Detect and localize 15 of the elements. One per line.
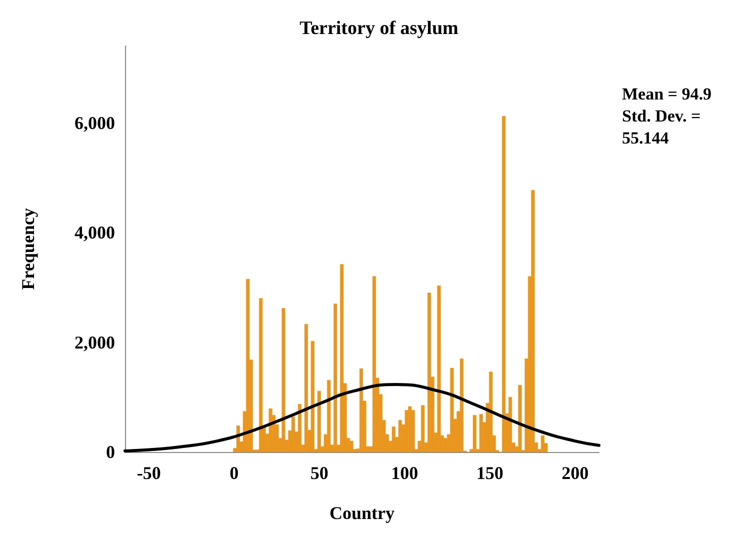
x-tick-label: -50 [136,463,161,483]
y-tick-label: 2,000 [74,332,115,352]
x-tick-label: 50 [310,463,328,483]
x-tick-label: 200 [562,463,589,483]
x-tick-label: 0 [230,463,239,483]
x-axis-title: Country [329,503,395,523]
text: Mean = 94.9 [622,84,712,104]
x-tick-label: 100 [391,463,418,483]
y-tick-label: 4,000 [74,222,115,243]
y-tick-label: 6,000 [74,112,115,133]
text: Std. Dev. = 55.144 [622,106,705,148]
chart-title: Territory of asylum [300,18,458,39]
y-tick-label: 0 [106,442,115,462]
y-axis-title: Frequency [18,208,38,290]
x-tick-label: 150 [476,463,504,483]
